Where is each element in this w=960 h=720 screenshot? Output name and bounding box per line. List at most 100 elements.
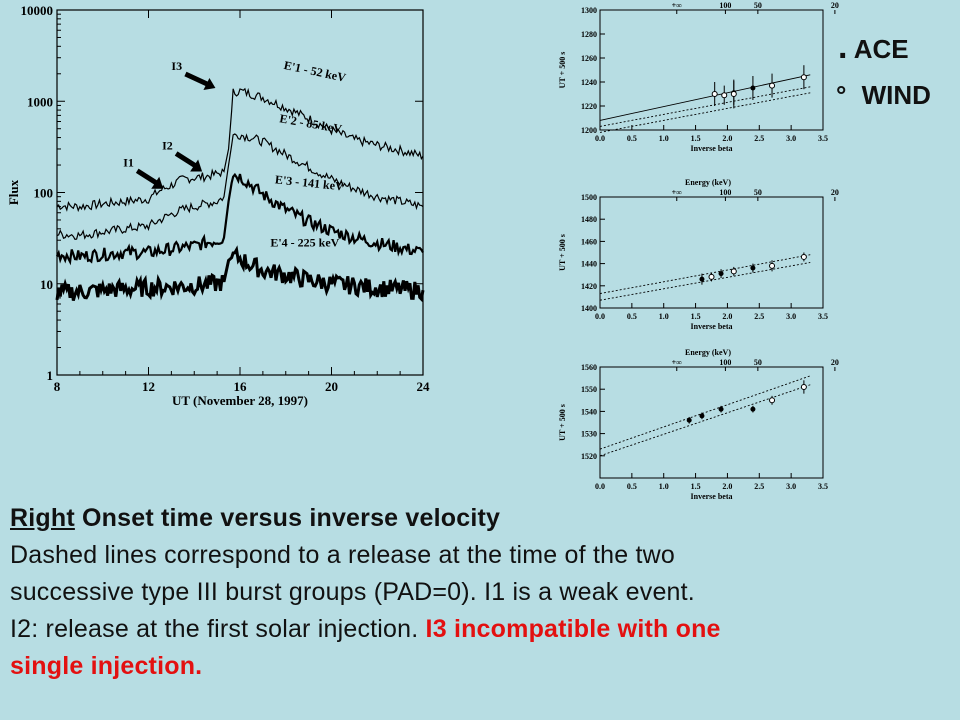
y-tick-label: 1550 xyxy=(581,385,597,394)
x-axis-label: Inverse beta xyxy=(691,322,733,331)
injection-arrow-head xyxy=(203,78,216,91)
wind-point xyxy=(769,397,776,404)
onset-plot-middle: Energy (keV)+∞ 100 50 20 0.0 0.5 1.0 1.5 2.0 2.5 3… xyxy=(558,178,839,331)
caption-line-3-black: I2: release at the first solar injection… xyxy=(10,615,426,643)
ace-point xyxy=(686,417,692,423)
y-tick-label: 1220 xyxy=(581,102,597,111)
x-tick-label: 1.0 xyxy=(659,134,669,143)
wind-point xyxy=(721,92,728,99)
ace-label: ACE xyxy=(853,34,909,64)
flux-series-line xyxy=(56,172,424,266)
wind-point xyxy=(800,383,807,390)
y-tick-label: 1560 xyxy=(581,363,597,372)
wind-point xyxy=(708,273,715,280)
x-tick-label: 0.5 xyxy=(627,312,637,321)
x-tick-label: 3.5 xyxy=(818,482,828,491)
y-tick-label: 10 xyxy=(40,277,53,292)
wind-point xyxy=(800,253,807,260)
y-tick-label: 1260 xyxy=(581,54,597,63)
x-tick-label: 3.5 xyxy=(818,134,828,143)
top-tick-label: 50 xyxy=(754,188,762,197)
fit-line xyxy=(599,86,811,127)
ace-point xyxy=(718,406,724,412)
y-axis-label: Flux xyxy=(6,179,21,205)
x-tick-label: 0.5 xyxy=(627,482,637,491)
x-tick-label: 0.0 xyxy=(595,134,605,143)
x-tick-label: 12 xyxy=(142,379,155,394)
wind-label: WIND xyxy=(861,80,931,110)
ace-point xyxy=(750,406,756,412)
x-tick-label: 1.5 xyxy=(691,134,701,143)
y-axis-label: UT + 500 s xyxy=(558,404,567,441)
ace-point xyxy=(699,276,705,282)
caption-heading: Right Onset time versus inverse velocity xyxy=(10,500,500,537)
flux-time-chart: 8 12 16 20 24 1 10 100 1000 10000 UT (November 28,… xyxy=(6,3,430,408)
top-tick-label: 100 xyxy=(719,358,731,367)
y-tick-label: 1540 xyxy=(581,407,597,416)
top-tick-label: +∞ xyxy=(672,358,683,367)
series-label: E'1 - 52 keV xyxy=(283,58,348,85)
y-tick-label: 100 xyxy=(34,186,54,201)
y-tick-label: 1440 xyxy=(581,260,597,269)
x-tick-label: 3.5 xyxy=(818,312,828,321)
x-axis-label: UT (November 28, 1997) xyxy=(172,393,308,408)
y-tick-label: 1200 xyxy=(581,126,597,135)
fit-line xyxy=(599,254,811,295)
x-tick-label: 3.0 xyxy=(786,482,796,491)
y-tick-label: 1530 xyxy=(581,430,597,439)
flux-series-line xyxy=(55,245,425,303)
x-tick-label: 1.0 xyxy=(659,312,669,321)
x-tick-label: 2.5 xyxy=(754,312,764,321)
series-label: E'4 - 225 keV xyxy=(270,236,339,250)
ace-point xyxy=(750,85,756,91)
legend-wind: ° WIND xyxy=(836,80,931,111)
wind-point xyxy=(800,74,807,81)
x-tick-label: 0.0 xyxy=(595,312,605,321)
legend-ace: . ACE xyxy=(838,28,909,67)
fit-line xyxy=(599,74,811,121)
onset-plot-top: +∞ 100 50 20 0.0 0.5 1.0 1.5 2.0 2.5 3.0 3.5 1200 122… xyxy=(558,1,839,153)
top-tick-label: 100 xyxy=(719,188,731,197)
top-tick-label: 50 xyxy=(754,358,762,367)
x-tick-label: 2.0 xyxy=(722,482,732,491)
wind-point xyxy=(730,91,737,97)
x-tick-label: 2.5 xyxy=(754,482,764,491)
top-tick-label: +∞ xyxy=(672,188,683,197)
ace-point xyxy=(718,271,724,277)
x-tick-label: 8 xyxy=(54,379,61,394)
injection-arrow-head xyxy=(190,159,203,172)
onset-plot-bottom: Energy (keV)+∞ 100 50 20 0.0 0.5 1.0 1.5 2.0 2.5 3… xyxy=(558,348,839,501)
injection-arrow-head xyxy=(151,176,164,189)
plot-frame xyxy=(599,196,824,309)
wind-point xyxy=(711,91,718,97)
plot-frame xyxy=(599,366,824,479)
caption-line-2: successive type III burst groups (PAD=0)… xyxy=(10,578,695,606)
y-axis-label: UT + 500 s xyxy=(558,234,567,271)
caption-heading-underlined: Right xyxy=(10,504,75,532)
y-tick-label: 1400 xyxy=(581,304,597,313)
ace-point xyxy=(750,265,756,271)
top-axis-label: Energy (keV) xyxy=(685,348,731,357)
x-tick-label: 1.5 xyxy=(691,482,701,491)
x-tick-label: 3.0 xyxy=(786,134,796,143)
y-tick-label: 1420 xyxy=(581,282,597,291)
x-tick-label: 16 xyxy=(234,379,248,394)
top-axis-label: Energy (keV) xyxy=(685,178,731,187)
flux-series-line xyxy=(56,87,424,213)
top-tick-label: 20 xyxy=(831,188,839,197)
y-tick-label: 1280 xyxy=(581,30,597,39)
caption-line-3: I2: release at the first solar injection… xyxy=(10,611,721,648)
ace-point xyxy=(699,413,705,419)
fit-line xyxy=(599,262,811,301)
caption-heading-rest: Onset time versus inverse velocity xyxy=(74,504,501,532)
y-tick-label: 1480 xyxy=(581,215,597,224)
y-tick-label: 1000 xyxy=(27,94,53,109)
y-axis-label: UT + 500 s xyxy=(558,52,567,89)
y-tick-label: 1500 xyxy=(581,193,597,202)
x-tick-label: 1.0 xyxy=(659,482,669,491)
caption-line-1: Dashed lines correspond to a release at … xyxy=(10,541,675,569)
x-tick-label: 0.0 xyxy=(595,482,605,491)
injection-label: I1 xyxy=(123,156,134,170)
y-tick-label: 1240 xyxy=(581,78,597,87)
x-axis-label: Inverse beta xyxy=(691,144,733,153)
